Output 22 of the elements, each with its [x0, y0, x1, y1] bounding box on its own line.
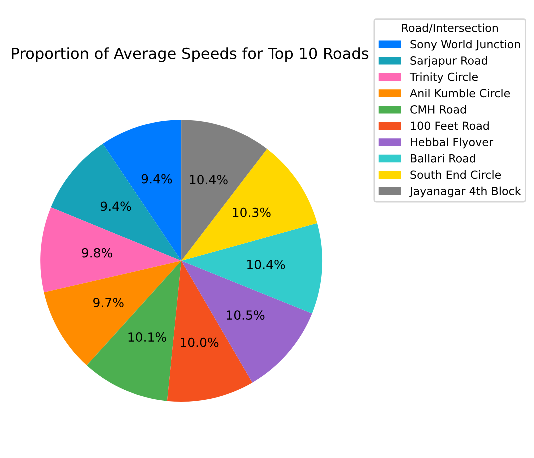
legend-label: Anil Kumble Circle — [410, 88, 510, 98]
data-label: 10.0% — [181, 338, 219, 348]
legend-label: Ballari Road — [411, 154, 476, 163]
legend-label: Jayanagar 4th Block — [409, 186, 522, 198]
legend-label: CMH Road — [410, 105, 466, 114]
data-label: 10.4% — [248, 260, 286, 270]
data-label: 10.3% — [233, 208, 271, 218]
text: Proportion of Average Speeds for Top 10 Roads — [12, 48, 369, 62]
legend-label: Sarjapur Road — [410, 56, 488, 68]
legend-label: Hebbal Flyover — [411, 138, 494, 149]
data-label: 10.1% — [128, 332, 166, 342]
data-label: 10.4% — [190, 175, 228, 185]
legend-label: 100 Feet Road — [411, 122, 489, 130]
legend-label: Trinity Circle — [410, 72, 478, 84]
legend-label: South End Circle — [410, 170, 502, 180]
data-label: 9.8% — [82, 248, 112, 258]
data-label: 9.4% — [100, 202, 132, 212]
data-label: 9.4% — [142, 174, 172, 184]
legend-label: Sony World Junction — [410, 40, 520, 51]
data-label: 10.5% — [227, 310, 265, 320]
data-label: 9.7% — [94, 298, 124, 308]
legend-title: Road/Intersection — [402, 24, 498, 34]
